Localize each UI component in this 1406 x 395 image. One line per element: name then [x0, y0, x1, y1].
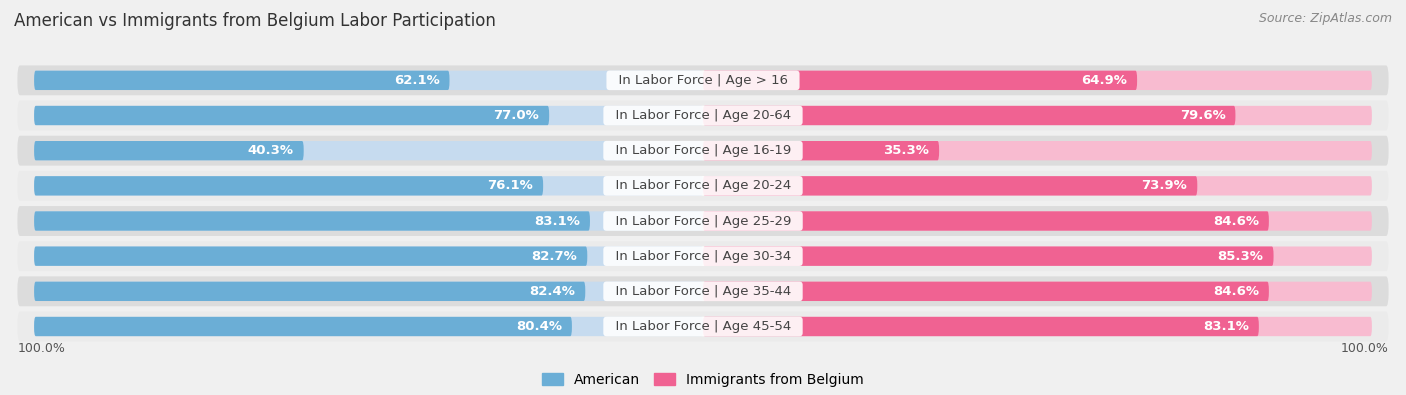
FancyBboxPatch shape [34, 141, 703, 160]
FancyBboxPatch shape [703, 176, 1372, 196]
FancyBboxPatch shape [703, 71, 1137, 90]
FancyBboxPatch shape [34, 211, 591, 231]
FancyBboxPatch shape [703, 106, 1372, 125]
Text: Source: ZipAtlas.com: Source: ZipAtlas.com [1258, 12, 1392, 25]
Text: 77.0%: 77.0% [494, 109, 538, 122]
Text: In Labor Force | Age 16-19: In Labor Force | Age 16-19 [606, 144, 800, 157]
FancyBboxPatch shape [703, 211, 1268, 231]
FancyBboxPatch shape [34, 246, 588, 266]
FancyBboxPatch shape [703, 141, 1372, 160]
FancyBboxPatch shape [703, 317, 1258, 336]
Text: In Labor Force | Age 25-29: In Labor Force | Age 25-29 [606, 214, 800, 228]
FancyBboxPatch shape [703, 141, 939, 160]
Text: 79.6%: 79.6% [1180, 109, 1226, 122]
Legend: American, Immigrants from Belgium: American, Immigrants from Belgium [537, 367, 869, 393]
Text: 83.1%: 83.1% [534, 214, 579, 228]
Text: 100.0%: 100.0% [1341, 342, 1389, 356]
Text: 82.4%: 82.4% [530, 285, 575, 298]
Text: 80.4%: 80.4% [516, 320, 562, 333]
Text: 84.6%: 84.6% [1213, 285, 1258, 298]
FancyBboxPatch shape [703, 282, 1268, 301]
FancyBboxPatch shape [17, 276, 1389, 306]
FancyBboxPatch shape [34, 106, 550, 125]
FancyBboxPatch shape [703, 176, 1198, 196]
Text: 84.6%: 84.6% [1213, 214, 1258, 228]
FancyBboxPatch shape [34, 282, 585, 301]
FancyBboxPatch shape [34, 71, 450, 90]
FancyBboxPatch shape [34, 211, 703, 231]
Text: 35.3%: 35.3% [883, 144, 929, 157]
Text: In Labor Force | Age 20-64: In Labor Force | Age 20-64 [606, 109, 800, 122]
Text: In Labor Force | Age > 16: In Labor Force | Age > 16 [610, 74, 796, 87]
Text: In Labor Force | Age 30-34: In Labor Force | Age 30-34 [606, 250, 800, 263]
FancyBboxPatch shape [703, 106, 1236, 125]
FancyBboxPatch shape [34, 176, 543, 196]
FancyBboxPatch shape [17, 206, 1389, 236]
Text: 83.1%: 83.1% [1204, 320, 1249, 333]
FancyBboxPatch shape [17, 312, 1389, 341]
FancyBboxPatch shape [34, 71, 703, 90]
Text: 100.0%: 100.0% [17, 342, 65, 356]
FancyBboxPatch shape [703, 246, 1274, 266]
FancyBboxPatch shape [17, 171, 1389, 201]
FancyBboxPatch shape [703, 71, 1372, 90]
FancyBboxPatch shape [34, 106, 703, 125]
FancyBboxPatch shape [17, 101, 1389, 130]
Text: 40.3%: 40.3% [247, 144, 294, 157]
Text: American vs Immigrants from Belgium Labor Participation: American vs Immigrants from Belgium Labo… [14, 12, 496, 30]
FancyBboxPatch shape [34, 317, 703, 336]
FancyBboxPatch shape [34, 141, 304, 160]
FancyBboxPatch shape [34, 317, 572, 336]
FancyBboxPatch shape [17, 66, 1389, 95]
Text: 62.1%: 62.1% [394, 74, 440, 87]
Text: 85.3%: 85.3% [1218, 250, 1264, 263]
FancyBboxPatch shape [34, 282, 703, 301]
FancyBboxPatch shape [703, 246, 1372, 266]
FancyBboxPatch shape [34, 246, 703, 266]
Text: In Labor Force | Age 35-44: In Labor Force | Age 35-44 [606, 285, 800, 298]
FancyBboxPatch shape [703, 317, 1372, 336]
FancyBboxPatch shape [17, 241, 1389, 271]
Text: 76.1%: 76.1% [488, 179, 533, 192]
Text: 73.9%: 73.9% [1142, 179, 1187, 192]
FancyBboxPatch shape [703, 211, 1372, 231]
Text: 64.9%: 64.9% [1081, 74, 1128, 87]
Text: 82.7%: 82.7% [531, 250, 578, 263]
FancyBboxPatch shape [703, 282, 1372, 301]
Text: In Labor Force | Age 45-54: In Labor Force | Age 45-54 [606, 320, 800, 333]
Text: In Labor Force | Age 20-24: In Labor Force | Age 20-24 [606, 179, 800, 192]
FancyBboxPatch shape [17, 136, 1389, 166]
FancyBboxPatch shape [34, 176, 703, 196]
